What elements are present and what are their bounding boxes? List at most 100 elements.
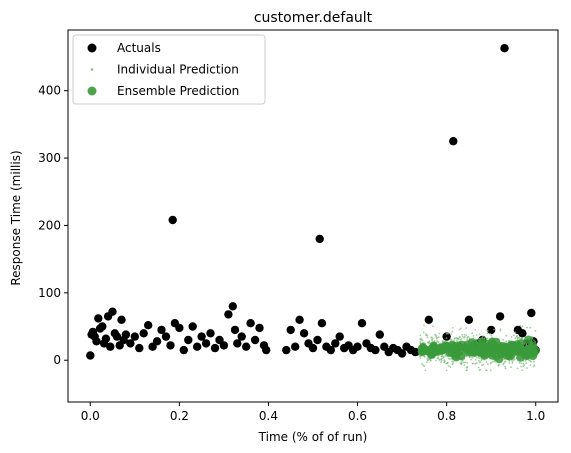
individual-prediction-point (435, 359, 437, 362)
x-tick-label: 0.8 (437, 409, 456, 423)
legend-ensemble-prediction-label: Ensemble Prediction (117, 84, 239, 98)
individual-prediction-point (460, 363, 463, 366)
individual-prediction-point (502, 339, 504, 341)
individual-prediction-point (521, 325, 524, 328)
actual-point (130, 332, 139, 341)
individual-prediction-point (435, 334, 437, 337)
individual-prediction-point (453, 337, 456, 340)
legend-actuals-label: Actuals (117, 41, 161, 55)
individual-prediction-point (490, 334, 493, 336)
y-tick-label: 300 (38, 151, 61, 165)
actual-point (144, 321, 153, 330)
individual-prediction-point (514, 337, 517, 339)
individual-prediction-point (525, 343, 528, 346)
individual-prediction-point (460, 337, 463, 340)
plot-area (86, 44, 540, 372)
individual-prediction-point (419, 338, 422, 341)
x-tick-label: 0.0 (81, 409, 100, 423)
individual-prediction-point (444, 360, 446, 362)
individual-prediction-point (529, 326, 532, 329)
axes: 0.0 0.2 0.4 0.6 0.8 1.0 0 100 200 300 400 (38, 29, 559, 423)
individual-prediction-point (465, 369, 468, 372)
actual-point (228, 302, 237, 311)
x-tick-label: 0.6 (348, 409, 367, 423)
individual-prediction-point (459, 339, 462, 341)
actual-point (449, 137, 458, 146)
individual-prediction-point (440, 355, 443, 358)
individual-prediction-point (477, 366, 480, 369)
individual-prediction-point (525, 362, 528, 365)
y-tick-label: 100 (38, 286, 61, 300)
actual-point (112, 332, 122, 341)
individual-prediction-point (487, 363, 489, 366)
actual-point (139, 329, 148, 338)
individual-prediction-point (504, 365, 506, 368)
individual-prediction-point (487, 329, 489, 332)
individual-prediction-point (435, 337, 438, 340)
actual-point (175, 323, 184, 333)
individual-prediction-point (520, 362, 523, 365)
actual-point (353, 342, 362, 351)
ensemble-prediction-point (477, 337, 486, 346)
individual-prediction-point (450, 339, 453, 341)
individual-prediction-point (514, 331, 517, 334)
actual-point (152, 337, 162, 346)
individual-prediction-point (518, 362, 521, 364)
individual-prediction-point (486, 332, 489, 335)
individual-prediction-point (449, 366, 452, 368)
actual-point (210, 343, 220, 353)
individual-prediction-point (471, 362, 474, 365)
individual-prediction-point (522, 365, 525, 368)
actual-point (317, 319, 327, 328)
individual-prediction-point (504, 360, 507, 363)
individual-prediction-point (426, 357, 429, 360)
individual-prediction-point (459, 336, 461, 339)
actual-point (197, 332, 206, 341)
individual-prediction-point (466, 338, 469, 340)
individual-prediction-point (478, 359, 480, 362)
individual-prediction-point (520, 337, 523, 340)
individual-prediction-point (437, 336, 440, 339)
individual-prediction-point (499, 328, 502, 331)
individual-prediction-point (534, 329, 537, 332)
individual-prediction-point (437, 340, 440, 343)
individual-prediction-point (493, 328, 495, 331)
individual-prediction-point (421, 339, 424, 342)
individual-prediction-point (435, 336, 438, 338)
actual-point (357, 319, 367, 328)
individual-prediction-point (485, 361, 488, 363)
individual-prediction-point (443, 361, 445, 364)
ensemble-prediction-point (511, 346, 520, 356)
individual-prediction-point (523, 364, 526, 366)
individual-prediction-point (464, 361, 467, 364)
actual-point (331, 339, 340, 348)
x-tick-label: 0.4 (259, 409, 278, 423)
individual-prediction-point (468, 337, 471, 339)
individual-prediction-point (463, 364, 466, 366)
actual-point (500, 44, 509, 53)
individual-prediction-point (499, 329, 502, 332)
individual-prediction-point (489, 362, 492, 365)
actual-point (326, 345, 335, 355)
actual-point (179, 345, 188, 355)
individual-prediction-point (505, 334, 508, 337)
actual-point (295, 315, 304, 324)
individual-prediction-point (459, 327, 462, 330)
actual-point (201, 339, 211, 348)
individual-prediction-point (440, 361, 442, 364)
actual-point (92, 337, 101, 346)
actual-point (168, 215, 177, 225)
individual-prediction-point (447, 332, 449, 335)
individual-prediction-point (519, 324, 522, 327)
actual-point (518, 329, 527, 338)
individual-prediction-point (494, 360, 496, 363)
individual-prediction-point (510, 336, 513, 338)
legend-individual-prediction-marker (90, 68, 94, 71)
actual-point (250, 335, 260, 345)
actual-point (230, 325, 240, 335)
actual-point (98, 322, 107, 331)
actual-point (411, 347, 420, 357)
actual-point (424, 315, 433, 324)
individual-prediction-point (445, 362, 448, 365)
